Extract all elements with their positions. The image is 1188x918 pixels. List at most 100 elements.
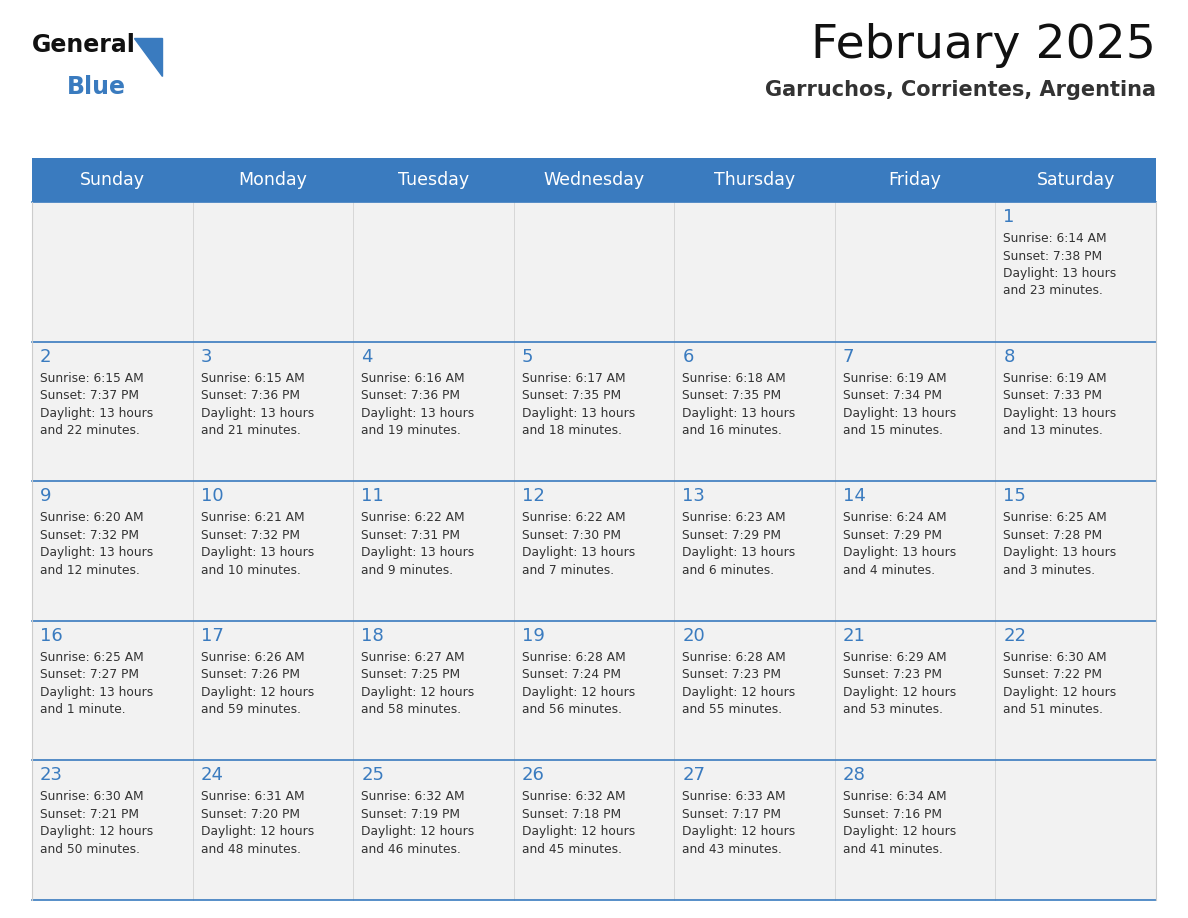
Bar [675, 341, 835, 481]
Text: Sunrise: 6:15 AM
Sunset: 7:36 PM
Daylight: 13 hours
and 21 minutes.: Sunrise: 6:15 AM Sunset: 7:36 PM Dayligh… [201, 372, 314, 437]
Bar [353, 481, 513, 621]
Text: Sunrise: 6:27 AM
Sunset: 7:25 PM
Daylight: 12 hours
and 58 minutes.: Sunrise: 6:27 AM Sunset: 7:25 PM Dayligh… [361, 651, 474, 716]
Text: Garruchos, Corrientes, Argentina: Garruchos, Corrientes, Argentina [765, 80, 1156, 100]
Text: 15: 15 [1004, 487, 1026, 505]
Bar [996, 202, 1156, 341]
Text: 24: 24 [201, 767, 223, 784]
Bar [835, 760, 996, 900]
Text: General: General [32, 33, 135, 57]
Text: 8: 8 [1004, 348, 1015, 365]
Bar [32, 621, 192, 760]
Bar [996, 621, 1156, 760]
Text: Sunrise: 6:25 AM
Sunset: 7:27 PM
Daylight: 13 hours
and 1 minute.: Sunrise: 6:25 AM Sunset: 7:27 PM Dayligh… [40, 651, 153, 716]
Text: 14: 14 [842, 487, 866, 505]
Bar [996, 158, 1156, 202]
Text: Sunrise: 6:23 AM
Sunset: 7:29 PM
Daylight: 13 hours
and 6 minutes.: Sunrise: 6:23 AM Sunset: 7:29 PM Dayligh… [682, 511, 796, 577]
Bar [32, 158, 192, 202]
Text: Thursday: Thursday [714, 171, 795, 189]
Bar [675, 621, 835, 760]
Text: 11: 11 [361, 487, 384, 505]
Bar [353, 341, 513, 481]
Text: Friday: Friday [889, 171, 942, 189]
Text: Sunrise: 6:18 AM
Sunset: 7:35 PM
Daylight: 13 hours
and 16 minutes.: Sunrise: 6:18 AM Sunset: 7:35 PM Dayligh… [682, 372, 796, 437]
Text: 6: 6 [682, 348, 694, 365]
Text: Sunrise: 6:32 AM
Sunset: 7:18 PM
Daylight: 12 hours
and 45 minutes.: Sunrise: 6:32 AM Sunset: 7:18 PM Dayligh… [522, 790, 634, 856]
Bar [835, 621, 996, 760]
Text: 2: 2 [40, 348, 51, 365]
Text: Sunrise: 6:16 AM
Sunset: 7:36 PM
Daylight: 13 hours
and 19 minutes.: Sunrise: 6:16 AM Sunset: 7:36 PM Dayligh… [361, 372, 474, 437]
Text: Sunrise: 6:28 AM
Sunset: 7:24 PM
Daylight: 12 hours
and 56 minutes.: Sunrise: 6:28 AM Sunset: 7:24 PM Dayligh… [522, 651, 634, 716]
Bar [996, 341, 1156, 481]
Text: 22: 22 [1004, 627, 1026, 644]
Bar [192, 158, 353, 202]
Text: Saturday: Saturday [1036, 171, 1114, 189]
Text: Sunrise: 6:33 AM
Sunset: 7:17 PM
Daylight: 12 hours
and 43 minutes.: Sunrise: 6:33 AM Sunset: 7:17 PM Dayligh… [682, 790, 796, 856]
Bar [513, 760, 675, 900]
Text: 3: 3 [201, 348, 213, 365]
Bar [835, 341, 996, 481]
Text: Sunrise: 6:30 AM
Sunset: 7:22 PM
Daylight: 12 hours
and 51 minutes.: Sunrise: 6:30 AM Sunset: 7:22 PM Dayligh… [1004, 651, 1117, 716]
Text: 20: 20 [682, 627, 704, 644]
Text: Sunrise: 6:22 AM
Sunset: 7:30 PM
Daylight: 13 hours
and 7 minutes.: Sunrise: 6:22 AM Sunset: 7:30 PM Dayligh… [522, 511, 634, 577]
Bar [835, 202, 996, 341]
Text: Sunrise: 6:14 AM
Sunset: 7:38 PM
Daylight: 13 hours
and 23 minutes.: Sunrise: 6:14 AM Sunset: 7:38 PM Dayligh… [1004, 232, 1117, 297]
Bar [353, 202, 513, 341]
Bar [996, 760, 1156, 900]
Text: Sunrise: 6:32 AM
Sunset: 7:19 PM
Daylight: 12 hours
and 46 minutes.: Sunrise: 6:32 AM Sunset: 7:19 PM Dayligh… [361, 790, 474, 856]
Bar [192, 202, 353, 341]
Bar [32, 202, 192, 341]
Bar [513, 481, 675, 621]
Text: Sunrise: 6:19 AM
Sunset: 7:34 PM
Daylight: 13 hours
and 15 minutes.: Sunrise: 6:19 AM Sunset: 7:34 PM Dayligh… [842, 372, 956, 437]
Text: 16: 16 [40, 627, 63, 644]
Text: Sunrise: 6:29 AM
Sunset: 7:23 PM
Daylight: 12 hours
and 53 minutes.: Sunrise: 6:29 AM Sunset: 7:23 PM Dayligh… [842, 651, 956, 716]
Text: Blue: Blue [67, 75, 126, 99]
Bar [513, 202, 675, 341]
Bar [513, 341, 675, 481]
Bar [675, 481, 835, 621]
Text: Sunday: Sunday [80, 171, 145, 189]
Polygon shape [134, 38, 162, 76]
Text: Sunrise: 6:30 AM
Sunset: 7:21 PM
Daylight: 12 hours
and 50 minutes.: Sunrise: 6:30 AM Sunset: 7:21 PM Dayligh… [40, 790, 153, 856]
Text: 26: 26 [522, 767, 544, 784]
Text: 28: 28 [842, 767, 866, 784]
Text: 1: 1 [1004, 208, 1015, 226]
Bar [353, 158, 513, 202]
Text: 21: 21 [842, 627, 866, 644]
Bar [513, 621, 675, 760]
Bar [192, 760, 353, 900]
Text: Sunrise: 6:25 AM
Sunset: 7:28 PM
Daylight: 13 hours
and 3 minutes.: Sunrise: 6:25 AM Sunset: 7:28 PM Dayligh… [1004, 511, 1117, 577]
Bar [32, 760, 192, 900]
Text: 17: 17 [201, 627, 223, 644]
Text: Sunrise: 6:24 AM
Sunset: 7:29 PM
Daylight: 13 hours
and 4 minutes.: Sunrise: 6:24 AM Sunset: 7:29 PM Dayligh… [842, 511, 956, 577]
Text: Sunrise: 6:19 AM
Sunset: 7:33 PM
Daylight: 13 hours
and 13 minutes.: Sunrise: 6:19 AM Sunset: 7:33 PM Dayligh… [1004, 372, 1117, 437]
Text: Sunrise: 6:21 AM
Sunset: 7:32 PM
Daylight: 13 hours
and 10 minutes.: Sunrise: 6:21 AM Sunset: 7:32 PM Dayligh… [201, 511, 314, 577]
Bar [675, 760, 835, 900]
Text: 9: 9 [40, 487, 51, 505]
Text: 5: 5 [522, 348, 533, 365]
Bar [513, 158, 675, 202]
Bar [192, 481, 353, 621]
Bar [835, 158, 996, 202]
Text: 10: 10 [201, 487, 223, 505]
Text: Wednesday: Wednesday [543, 171, 645, 189]
Text: Sunrise: 6:15 AM
Sunset: 7:37 PM
Daylight: 13 hours
and 22 minutes.: Sunrise: 6:15 AM Sunset: 7:37 PM Dayligh… [40, 372, 153, 437]
Text: 12: 12 [522, 487, 544, 505]
Text: February 2025: February 2025 [811, 23, 1156, 68]
Text: 25: 25 [361, 767, 384, 784]
Text: 23: 23 [40, 767, 63, 784]
Text: Sunrise: 6:28 AM
Sunset: 7:23 PM
Daylight: 12 hours
and 55 minutes.: Sunrise: 6:28 AM Sunset: 7:23 PM Dayligh… [682, 651, 796, 716]
Text: 19: 19 [522, 627, 544, 644]
Text: Sunrise: 6:20 AM
Sunset: 7:32 PM
Daylight: 13 hours
and 12 minutes.: Sunrise: 6:20 AM Sunset: 7:32 PM Dayligh… [40, 511, 153, 577]
Text: Sunrise: 6:26 AM
Sunset: 7:26 PM
Daylight: 12 hours
and 59 minutes.: Sunrise: 6:26 AM Sunset: 7:26 PM Dayligh… [201, 651, 314, 716]
Bar [32, 341, 192, 481]
Text: 18: 18 [361, 627, 384, 644]
Bar [996, 481, 1156, 621]
Text: 27: 27 [682, 767, 706, 784]
Text: Tuesday: Tuesday [398, 171, 469, 189]
Bar [192, 341, 353, 481]
Text: Sunrise: 6:34 AM
Sunset: 7:16 PM
Daylight: 12 hours
and 41 minutes.: Sunrise: 6:34 AM Sunset: 7:16 PM Dayligh… [842, 790, 956, 856]
Bar [353, 621, 513, 760]
Bar [835, 481, 996, 621]
Bar [32, 481, 192, 621]
Bar [675, 202, 835, 341]
